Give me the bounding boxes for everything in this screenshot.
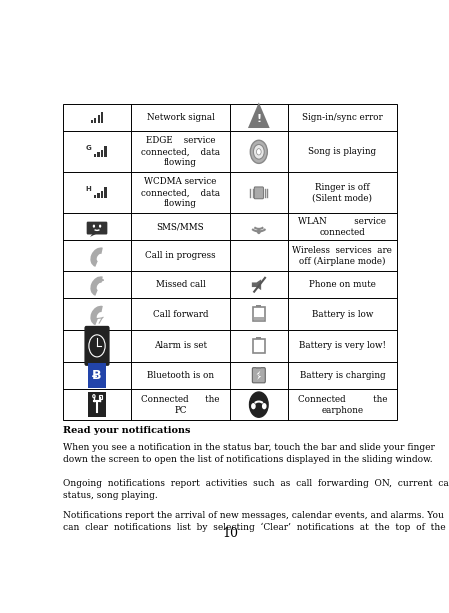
Text: WCDMA service
connected,    data
flowing: WCDMA service connected, data flowing: [141, 177, 220, 208]
Bar: [254, 317, 264, 320]
Circle shape: [99, 224, 101, 227]
Text: Alarm is set: Alarm is set: [154, 341, 207, 351]
Bar: [256, 337, 261, 339]
Text: 10: 10: [222, 527, 238, 540]
Polygon shape: [256, 371, 261, 380]
Bar: [94, 154, 96, 157]
Polygon shape: [252, 280, 261, 290]
Bar: [101, 150, 103, 157]
Polygon shape: [248, 102, 270, 128]
Bar: [97, 193, 100, 198]
Text: When you see a notification in the status bar, touch the bar and slide your fing: When you see a notification in the statu…: [63, 443, 435, 464]
Text: Battery is very low!: Battery is very low!: [299, 341, 386, 351]
Text: Connected          the
earphone: Connected the earphone: [298, 395, 387, 414]
Bar: [101, 112, 103, 123]
Polygon shape: [90, 233, 98, 237]
Text: Bluetooth is on: Bluetooth is on: [147, 371, 214, 379]
Text: WLAN          service
connected: WLAN service connected: [298, 217, 386, 237]
Bar: [88, 392, 106, 417]
Text: Missed call: Missed call: [156, 280, 205, 289]
FancyBboxPatch shape: [254, 187, 264, 199]
Bar: [101, 191, 103, 198]
Text: Call forward: Call forward: [153, 310, 208, 319]
Text: Song is playing: Song is playing: [308, 147, 376, 156]
Text: Battery is low: Battery is low: [312, 310, 373, 319]
Text: EDGE    service
connected,    data
flowing: EDGE service connected, data flowing: [141, 136, 220, 167]
Bar: [104, 147, 106, 157]
Bar: [97, 152, 100, 157]
Text: Wireless  services  are
off (Airplane mode): Wireless services are off (Airplane mode…: [292, 246, 392, 266]
Bar: [104, 188, 106, 198]
Text: Battery is charging: Battery is charging: [299, 371, 385, 379]
Circle shape: [257, 229, 261, 234]
Text: !: !: [256, 113, 261, 124]
Bar: [63, 104, 397, 421]
Text: Notifications report the arrival of new messages, calendar events, and alarms. Y: Notifications report the arrival of new …: [63, 511, 446, 532]
Text: Ƀ: Ƀ: [92, 369, 102, 382]
Text: Phone on mute: Phone on mute: [309, 280, 376, 289]
Circle shape: [262, 403, 267, 409]
FancyBboxPatch shape: [84, 326, 110, 366]
FancyBboxPatch shape: [87, 222, 107, 235]
Bar: [97, 115, 100, 123]
Bar: [253, 307, 265, 321]
Bar: [256, 367, 261, 369]
Circle shape: [251, 403, 256, 409]
Circle shape: [93, 224, 95, 227]
Bar: [94, 118, 97, 123]
Circle shape: [256, 149, 261, 155]
Bar: [94, 195, 96, 198]
Bar: [88, 363, 106, 388]
Circle shape: [250, 140, 267, 164]
Text: Ongoing  notifications  report  activities  such  as  call  forwarding  ON,  cur: Ongoing notifications report activities …: [63, 479, 449, 500]
Text: SMS/MMS: SMS/MMS: [157, 223, 204, 232]
Text: Sign-in/sync error: Sign-in/sync error: [302, 113, 383, 122]
Circle shape: [253, 145, 264, 159]
Text: Connected      the
PC: Connected the PC: [141, 395, 220, 414]
Circle shape: [250, 392, 268, 417]
Text: Ringer is off
(Silent mode): Ringer is off (Silent mode): [313, 183, 372, 203]
Text: H: H: [86, 186, 91, 192]
Text: Network signal: Network signal: [146, 113, 215, 122]
Text: Call in progress: Call in progress: [145, 251, 216, 261]
Text: G: G: [86, 145, 91, 151]
Bar: [253, 339, 265, 353]
Bar: [256, 305, 261, 307]
Bar: [99, 395, 101, 400]
Bar: [91, 120, 93, 123]
FancyBboxPatch shape: [252, 368, 265, 383]
Text: Read your notifications: Read your notifications: [63, 426, 190, 435]
